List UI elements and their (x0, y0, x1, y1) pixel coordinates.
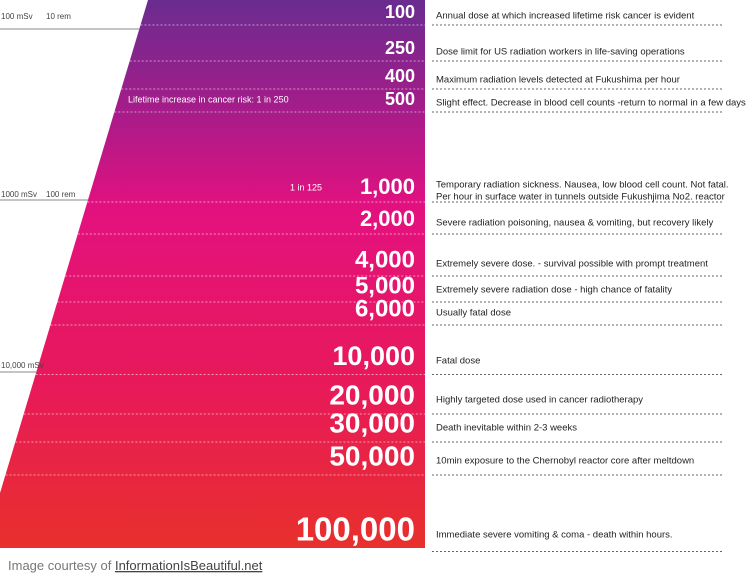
dose-description: Death inevitable within 2-3 weeks (436, 423, 577, 434)
dose-value: 5,000 (355, 272, 415, 299)
dose-description: Temporary radiation sickness. Nausea, lo… (436, 180, 729, 191)
dose-description: Severe radiation poisoning, nausea & vom… (436, 218, 713, 229)
scale-rem: 10 rem (46, 12, 71, 21)
dose-description: 10min exposure to the Chernobyl reactor … (436, 456, 694, 467)
dose-description: Extremely severe dose. - survival possib… (436, 259, 708, 270)
dose-description: Slight effect. Decrease in blood cell co… (436, 98, 746, 109)
dose-value: 1,000 (360, 174, 415, 199)
credit: Image courtesy of InformationIsBeautiful… (8, 558, 263, 573)
dose-value: 500 (385, 89, 415, 109)
dose-description: Immediate severe vomiting & coma - death… (436, 530, 673, 541)
dose-description: Fatal dose (436, 356, 480, 367)
dose-value: 2,000 (360, 206, 415, 231)
dose-description: Dose limit for US radiation workers in l… (436, 47, 685, 58)
dose-description: Annual dose at which increased lifetime … (436, 11, 695, 22)
dose-value: 400 (385, 66, 415, 86)
dose-value: 50,000 (329, 440, 415, 471)
dose-description: Extremely severe radiation dose - high c… (436, 285, 672, 296)
risk-note: Lifetime increase in cancer risk: 1 in 2… (128, 94, 289, 104)
scale-msv: 10,000 mSv (1, 361, 44, 370)
dose-value: 100,000 (296, 511, 415, 548)
dose-value: 30,000 (329, 407, 415, 438)
dose-description: Usually fatal dose (436, 308, 511, 319)
scale-msv: 100 mSv (1, 12, 33, 21)
credit-link[interactable]: InformationIsBeautiful.net (115, 558, 263, 573)
dose-value: 20,000 (329, 379, 415, 410)
dose-value: 6,000 (355, 295, 415, 322)
dose-value: 250 (385, 38, 415, 58)
dose-wedge (0, 0, 425, 548)
credit-prefix: Image courtesy of (8, 558, 115, 573)
dose-description: Per hour in surface water in tunnels out… (436, 192, 725, 203)
dose-value: 100 (385, 2, 415, 22)
risk-note: 1 in 125 (290, 182, 322, 192)
scale-msv: 1000 mSv (1, 190, 37, 199)
dose-description: Highly targeted dose used in cancer radi… (436, 395, 643, 406)
dose-value: 4,000 (355, 246, 415, 273)
dose-value: 10,000 (332, 341, 415, 371)
scale-rem: 100 rem (46, 190, 76, 199)
dose-description: Maximum radiation levels detected at Fuk… (436, 75, 680, 86)
